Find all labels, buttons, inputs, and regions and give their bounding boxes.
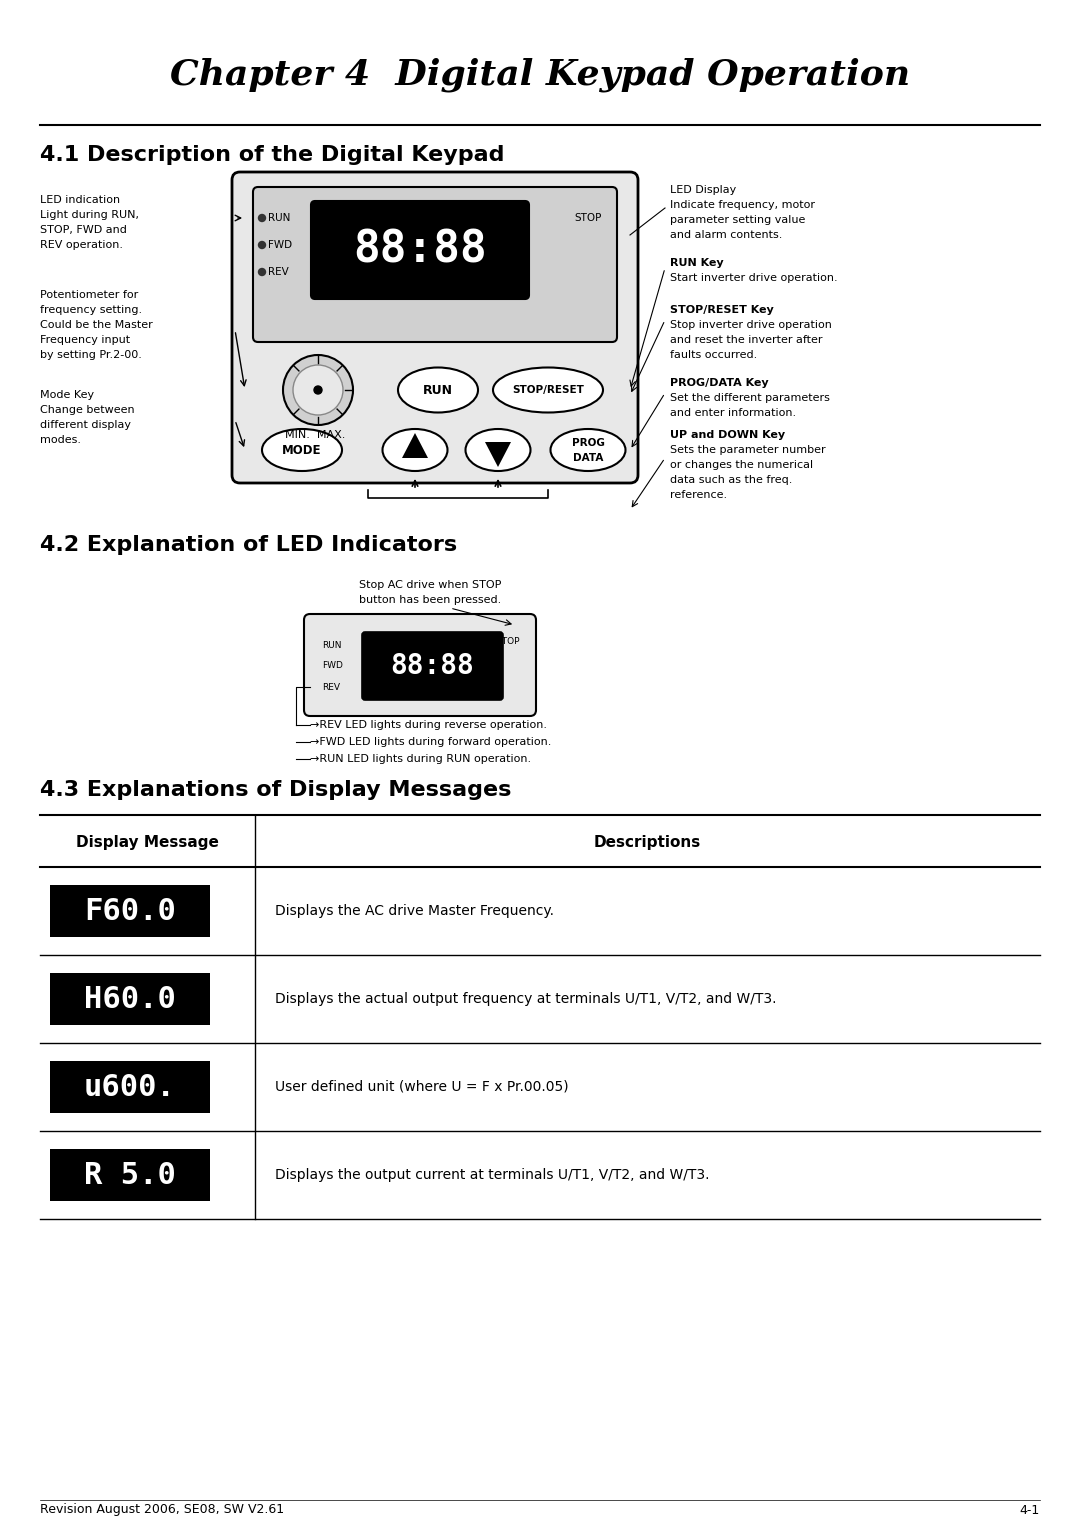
Text: LED Display: LED Display: [670, 186, 737, 195]
Text: RUN Key: RUN Key: [670, 258, 724, 268]
Text: 88:88: 88:88: [353, 229, 487, 272]
Ellipse shape: [399, 368, 478, 413]
Text: User defined unit (where U = F x Pr.00.05): User defined unit (where U = F x Pr.00.0…: [275, 1080, 569, 1094]
Text: STOP: STOP: [575, 213, 602, 222]
Circle shape: [258, 241, 266, 249]
Text: Light during RUN,: Light during RUN,: [40, 210, 139, 219]
Text: Change between: Change between: [40, 405, 135, 416]
Text: PROG: PROG: [571, 439, 605, 448]
Bar: [50, 1149, 210, 1201]
Text: STOP: STOP: [497, 638, 519, 646]
Text: Frequency input: Frequency input: [40, 334, 130, 345]
Text: Start inverter drive operation.: Start inverter drive operation.: [670, 273, 838, 282]
Text: STOP/RESET Key: STOP/RESET Key: [670, 305, 773, 314]
Text: Displays the AC drive Master Frequency.: Displays the AC drive Master Frequency.: [275, 904, 554, 917]
Text: Displays the actual output frequency at terminals U/T1, V/T2, and W/T3.: Displays the actual output frequency at …: [275, 992, 777, 1006]
Text: parameter setting value: parameter setting value: [670, 215, 806, 225]
Text: REV: REV: [268, 267, 288, 278]
Text: Stop AC drive when STOP: Stop AC drive when STOP: [359, 580, 501, 591]
Text: MODE: MODE: [282, 443, 322, 457]
Text: Displays the output current at terminals U/T1, V/T2, and W/T3.: Displays the output current at terminals…: [275, 1167, 710, 1183]
Text: frequency setting.: frequency setting.: [40, 305, 143, 314]
Text: Display Message: Display Message: [76, 836, 219, 850]
Text: R 5.0: R 5.0: [84, 1161, 176, 1189]
Text: Mode Key: Mode Key: [40, 390, 94, 400]
Text: Chapter 4  Digital Keypad Operation: Chapter 4 Digital Keypad Operation: [170, 58, 910, 92]
Text: and alarm contents.: and alarm contents.: [670, 230, 782, 239]
Ellipse shape: [465, 430, 530, 471]
Text: or changes the numerical: or changes the numerical: [670, 460, 813, 469]
Text: and reset the inverter after: and reset the inverter after: [670, 334, 823, 345]
Ellipse shape: [262, 430, 342, 471]
Text: REV: REV: [322, 683, 340, 692]
Polygon shape: [402, 433, 428, 459]
FancyBboxPatch shape: [303, 614, 536, 716]
Ellipse shape: [382, 430, 447, 471]
Text: FWD: FWD: [268, 239, 292, 250]
FancyBboxPatch shape: [362, 632, 503, 700]
Text: and enter information.: and enter information.: [670, 408, 796, 417]
Text: 4-1: 4-1: [1020, 1503, 1040, 1517]
Text: modes.: modes.: [40, 436, 81, 445]
Text: →RUN LED lights during RUN operation.: →RUN LED lights during RUN operation.: [310, 755, 531, 764]
Text: Indicate frequency, motor: Indicate frequency, motor: [670, 199, 815, 210]
Text: Stop inverter drive operation: Stop inverter drive operation: [670, 321, 832, 330]
Text: H60.0: H60.0: [84, 985, 176, 1014]
Text: button has been pressed.: button has been pressed.: [359, 595, 501, 604]
FancyBboxPatch shape: [232, 172, 638, 483]
Text: F60.0: F60.0: [84, 896, 176, 925]
Circle shape: [293, 365, 343, 416]
Text: PROG/DATA Key: PROG/DATA Key: [670, 377, 769, 388]
Circle shape: [314, 387, 322, 394]
Text: LED indication: LED indication: [40, 195, 120, 206]
Text: RUN: RUN: [268, 213, 291, 222]
Text: reference.: reference.: [670, 489, 727, 500]
Polygon shape: [485, 442, 511, 466]
Text: STOP/RESET: STOP/RESET: [512, 385, 584, 394]
Text: u600.: u600.: [84, 1072, 176, 1101]
Text: Sets the parameter number: Sets the parameter number: [670, 445, 825, 456]
Circle shape: [258, 215, 266, 221]
Text: STOP, FWD and: STOP, FWD and: [40, 225, 126, 235]
Text: faults occurred.: faults occurred.: [670, 350, 757, 360]
Text: 4.1 Description of the Digital Keypad: 4.1 Description of the Digital Keypad: [40, 146, 504, 166]
Text: RUN: RUN: [322, 641, 341, 649]
Text: by setting Pr.2-00.: by setting Pr.2-00.: [40, 350, 141, 360]
Text: Set the different parameters: Set the different parameters: [670, 393, 829, 403]
Text: Potentiometer for: Potentiometer for: [40, 290, 138, 301]
Text: DATA: DATA: [572, 453, 604, 463]
Text: Could be the Master: Could be the Master: [40, 321, 152, 330]
Text: REV operation.: REV operation.: [40, 239, 123, 250]
Text: MIN.  MAX.: MIN. MAX.: [285, 430, 346, 440]
Bar: [50, 1062, 210, 1114]
Text: →FWD LED lights during forward operation.: →FWD LED lights during forward operation…: [310, 736, 552, 747]
Text: UP and DOWN Key: UP and DOWN Key: [670, 430, 785, 440]
FancyBboxPatch shape: [311, 201, 529, 299]
Text: →REV LED lights during reverse operation.: →REV LED lights during reverse operation…: [310, 719, 546, 730]
Ellipse shape: [551, 430, 625, 471]
Ellipse shape: [492, 368, 603, 413]
FancyBboxPatch shape: [253, 187, 617, 342]
Text: FWD: FWD: [322, 661, 342, 670]
Text: different display: different display: [40, 420, 131, 430]
Bar: [50, 885, 210, 937]
Text: 4.3 Explanations of Display Messages: 4.3 Explanations of Display Messages: [40, 779, 511, 801]
Bar: [50, 973, 210, 1025]
Circle shape: [258, 268, 266, 276]
Circle shape: [283, 354, 353, 425]
Text: data such as the freq.: data such as the freq.: [670, 476, 793, 485]
Text: RUN: RUN: [423, 384, 453, 396]
Text: Revision August 2006, SE08, SW V2.61: Revision August 2006, SE08, SW V2.61: [40, 1503, 284, 1517]
Text: 88:88: 88:88: [391, 652, 474, 680]
Text: 4.2 Explanation of LED Indicators: 4.2 Explanation of LED Indicators: [40, 535, 457, 555]
Text: Descriptions: Descriptions: [594, 836, 701, 850]
